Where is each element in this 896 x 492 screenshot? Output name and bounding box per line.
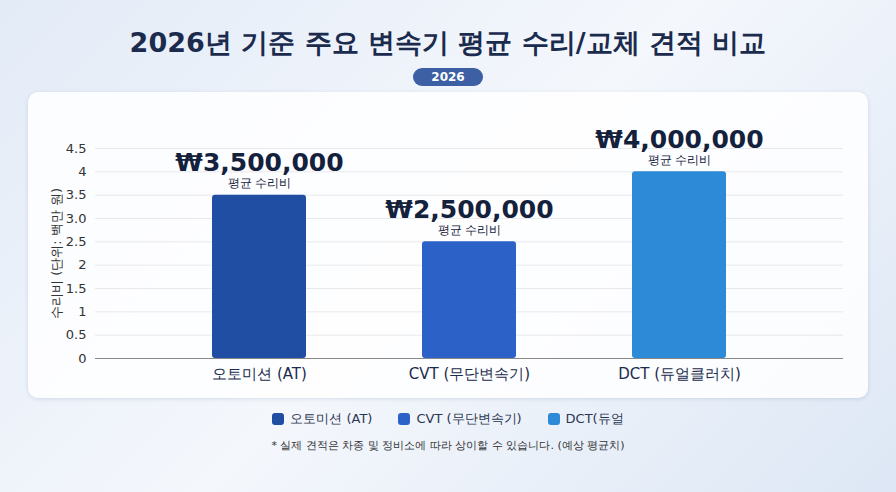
- svg-text:₩2,500,000: ₩2,500,000: [385, 195, 553, 224]
- html-text:* 실제 견적은 차종 및 정비소에 따라 상이할 수 있습: * 실제 견적은 차종 및 정비소에 따라 상이할 수 있습니다. (예상 평균…: [271, 439, 625, 452]
- html-text:CVT (무단변속기): CVT (무단변속기): [416, 411, 522, 426]
- svg-text:DCT (듀얼클러치): DCT (듀얼클러치): [618, 365, 741, 383]
- svg-text:4.5: 4.5: [66, 141, 87, 156]
- svg-text:3.5: 3.5: [66, 187, 87, 202]
- svg-text:수리비 (단위: 백만 원): 수리비 (단위: 백만 원): [49, 188, 64, 319]
- svg-text:평균 수리비: 평균 수리비: [648, 153, 712, 167]
- svg-text:1.5: 1.5: [66, 281, 87, 296]
- svg-text:4: 4: [78, 164, 86, 179]
- svg-text:2: 2: [78, 257, 86, 272]
- html-text:DCT(듀얼: DCT(듀얼: [565, 411, 624, 426]
- svg-text:₩4,000,000: ₩4,000,000: [595, 125, 763, 154]
- svg-text:2.5: 2.5: [66, 234, 87, 249]
- svg-text:CVT (무단변속기): CVT (무단변속기): [409, 365, 530, 383]
- svg-text:0: 0: [78, 351, 86, 366]
- svg-text:평균 수리비: 평균 수리비: [438, 223, 502, 237]
- svg-text:오토미션 (AT): 오토미션 (AT): [212, 365, 307, 383]
- html-text:오토미션 (AT): 오토미션 (AT): [290, 411, 373, 426]
- svg-text:₩3,500,000: ₩3,500,000: [175, 148, 343, 177]
- svg-text:1: 1: [78, 304, 86, 319]
- html-text:2026년 기준 주요 변속기 평균 수리/교체 견적 비교: 2026년 기준 주요 변속기 평균 수리/교체 견적 비교: [129, 27, 767, 58]
- svg-text:0.5: 0.5: [66, 327, 87, 342]
- svg-text:3.0: 3.0: [66, 211, 87, 226]
- svg-text:평균 수리비: 평균 수리비: [228, 176, 292, 190]
- html-text:2026: 2026: [431, 70, 465, 84]
